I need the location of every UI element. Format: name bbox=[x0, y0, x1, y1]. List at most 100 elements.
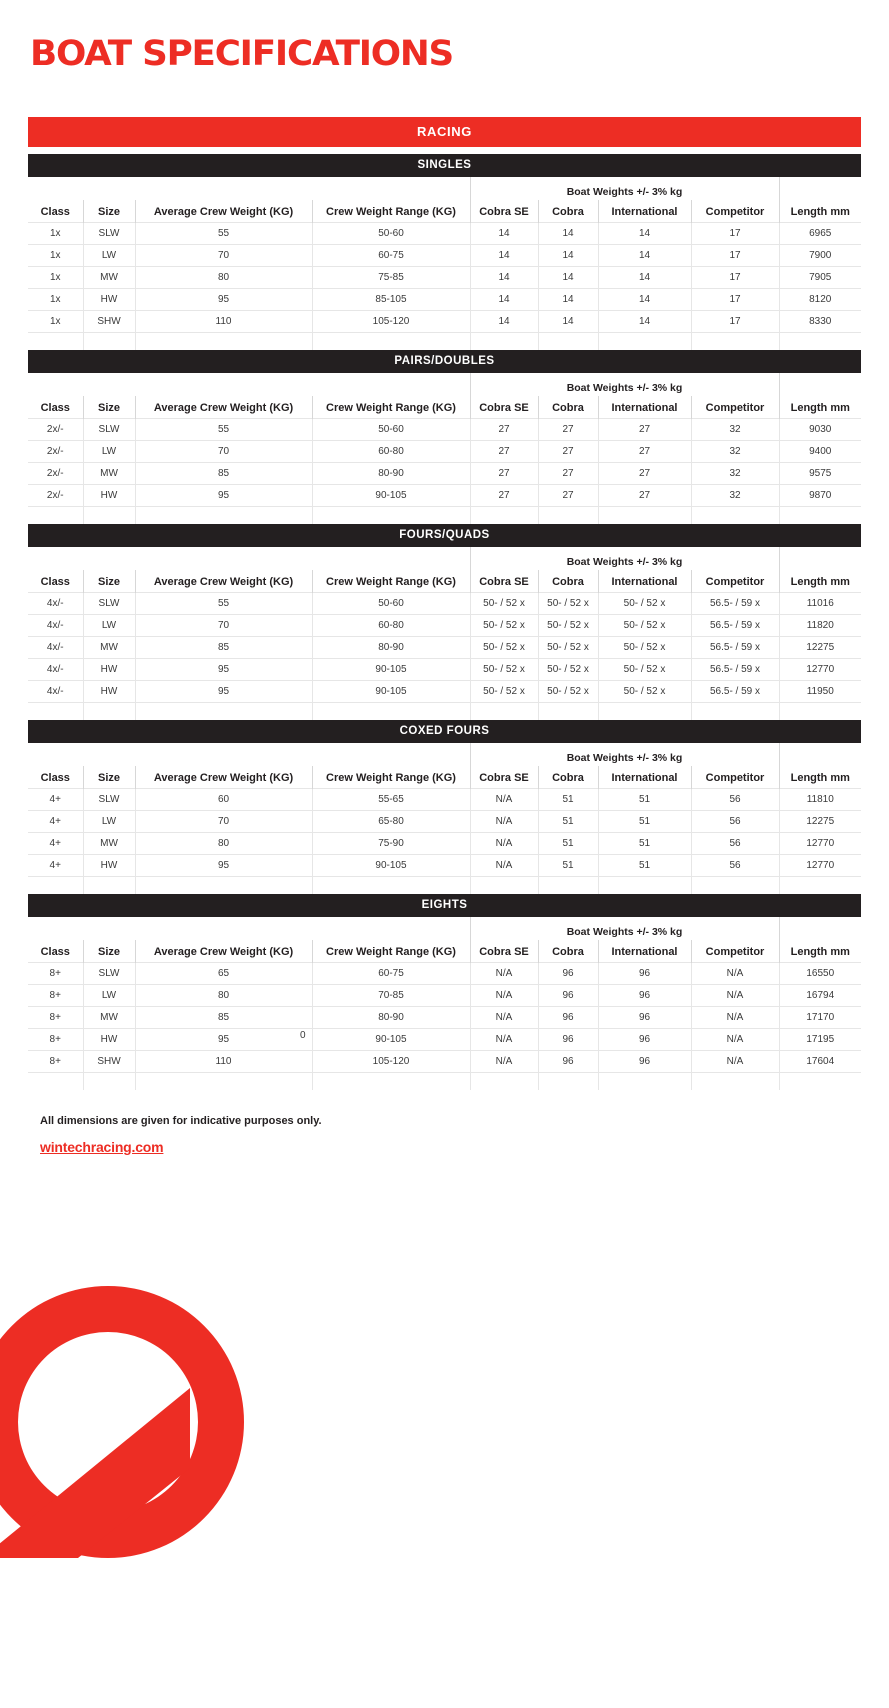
cell-length: 7900 bbox=[779, 243, 861, 266]
cell-range: 60-75 bbox=[312, 243, 471, 266]
cell-range: 105-120 bbox=[312, 309, 471, 332]
section-pairs-doubles: PAIRS/DOUBLES Boat Weights +/- 3% kg Class… bbox=[28, 350, 861, 524]
disclaimer-note: All dimensions are given for indicative … bbox=[40, 1115, 322, 1127]
table-row: 2x/- HW 95 90-105 27 27 27 32 9870 bbox=[28, 483, 861, 506]
cell-avg-weight: 95 bbox=[135, 287, 313, 310]
group-header-row: Boat Weights +/- 3% kg bbox=[28, 547, 861, 570]
cell-class: 4+ bbox=[28, 831, 84, 854]
cell-competitor: 32 bbox=[691, 461, 780, 484]
cell-competitor: 56 bbox=[691, 809, 780, 832]
cell-length: 11016 bbox=[779, 591, 861, 614]
cell-international: 27 bbox=[598, 417, 692, 440]
cell-avg-weight: 95 bbox=[135, 657, 313, 680]
cell-empty bbox=[312, 701, 471, 720]
cell-length: 17195 bbox=[779, 1027, 861, 1050]
cell-range: 85-105 bbox=[312, 287, 471, 310]
cell-range: 80-90 bbox=[312, 461, 471, 484]
cell-avg-weight: 70 bbox=[135, 809, 313, 832]
cell-international: 51 bbox=[598, 853, 692, 876]
boat-weights-group-label: Boat Weights +/- 3% kg bbox=[469, 743, 780, 766]
column-header-class: Class bbox=[28, 396, 84, 418]
cell-cobra: 51 bbox=[538, 831, 599, 854]
cell-cobra: 50- / 52 x bbox=[538, 679, 599, 702]
cell-empty bbox=[779, 701, 861, 720]
section-title: PAIRS/DOUBLES bbox=[28, 350, 861, 373]
table-row: 8+ LW 80 70-85 N/A 96 96 N/A 16794 bbox=[28, 983, 861, 1006]
spec-table: Boat Weights +/- 3% kg Class Size Average C… bbox=[28, 547, 861, 720]
cell-class: 4x/- bbox=[28, 679, 84, 702]
cell-size: SHW bbox=[83, 1049, 136, 1072]
group-spacer bbox=[28, 373, 470, 396]
column-header-row: Class Size Average Crew Weight (KG) Crew We… bbox=[28, 766, 861, 788]
cell-cobra: 27 bbox=[538, 483, 599, 506]
column-header-cobra-se: Cobra SE bbox=[470, 570, 539, 592]
cell-cobra: 96 bbox=[538, 1005, 599, 1028]
cell-cobra: 50- / 52 x bbox=[538, 613, 599, 636]
column-header-avg-weight: Average Crew Weight (KG) bbox=[135, 200, 313, 222]
section-title: FOURS/QUADS bbox=[28, 524, 861, 547]
cell-competitor: 32 bbox=[691, 417, 780, 440]
cell-international: 51 bbox=[598, 787, 692, 810]
cell-avg-weight: 85 bbox=[135, 461, 313, 484]
cell-international: 96 bbox=[598, 1049, 692, 1072]
cell-cobra: 14 bbox=[538, 221, 599, 244]
group-spacer bbox=[28, 547, 470, 570]
cell-avg-weight: 85 bbox=[135, 1005, 313, 1028]
cell-cobra: 51 bbox=[538, 787, 599, 810]
cell-cobra: 50- / 52 x bbox=[538, 591, 599, 614]
column-header-competitor: Competitor bbox=[691, 940, 780, 962]
cell-cobra-se: 50- / 52 x bbox=[470, 591, 539, 614]
cell-range: 50-60 bbox=[312, 417, 471, 440]
column-header-size: Size bbox=[83, 396, 136, 418]
cell-cobra-se: N/A bbox=[470, 1005, 539, 1028]
column-header-row: Class Size Average Crew Weight (KG) Crew We… bbox=[28, 570, 861, 592]
cell-empty bbox=[312, 505, 471, 524]
cell-cobra: 96 bbox=[538, 1049, 599, 1072]
group-spacer bbox=[28, 743, 470, 766]
cell-cobra-se: N/A bbox=[470, 1027, 539, 1050]
cell-empty bbox=[779, 331, 861, 350]
cell-competitor: 17 bbox=[691, 221, 780, 244]
column-header-range: Crew Weight Range (KG) bbox=[312, 570, 471, 592]
cell-empty bbox=[538, 505, 599, 524]
cell-class: 8+ bbox=[28, 961, 84, 984]
cell-length: 8330 bbox=[779, 309, 861, 332]
cell-class: 1x bbox=[28, 287, 84, 310]
cell-empty bbox=[135, 1071, 313, 1090]
column-header-range: Crew Weight Range (KG) bbox=[312, 396, 471, 418]
cell-size: HW bbox=[83, 657, 136, 680]
website-link[interactable]: wintechracing.com bbox=[40, 1139, 164, 1155]
column-header-size: Size bbox=[83, 766, 136, 788]
group-spacer-right bbox=[779, 177, 861, 200]
column-header-avg-weight: Average Crew Weight (KG) bbox=[135, 766, 313, 788]
cell-empty bbox=[83, 701, 136, 720]
cell-cobra: 51 bbox=[538, 853, 599, 876]
cell-empty bbox=[779, 505, 861, 524]
cell-length: 12770 bbox=[779, 853, 861, 876]
cell-length: 8120 bbox=[779, 287, 861, 310]
column-header-cobra-se: Cobra SE bbox=[470, 940, 539, 962]
cell-avg-weight: 70 bbox=[135, 439, 313, 462]
cell-cobra-se: 50- / 52 x bbox=[470, 613, 539, 636]
cell-cobra-se: N/A bbox=[470, 853, 539, 876]
cell-class: 8+ bbox=[28, 983, 84, 1006]
cell-avg-weight: 60 bbox=[135, 787, 313, 810]
cell-size: LW bbox=[83, 613, 136, 636]
column-header-avg-weight: Average Crew Weight (KG) bbox=[135, 940, 313, 962]
cell-competitor: N/A bbox=[691, 1049, 780, 1072]
cell-international: 50- / 52 x bbox=[598, 591, 692, 614]
cell-competitor: 56.5- / 59 x bbox=[691, 613, 780, 636]
column-header-cobra-se: Cobra SE bbox=[470, 200, 539, 222]
cell-range: 75-85 bbox=[312, 265, 471, 288]
cell-cobra: 96 bbox=[538, 1027, 599, 1050]
table-row: 4+ HW 95 90-105 N/A 51 51 56 12770 bbox=[28, 853, 861, 876]
cell-cobra: 27 bbox=[538, 439, 599, 462]
cell-range: 90-105 bbox=[312, 853, 471, 876]
cell-competitor: 32 bbox=[691, 439, 780, 462]
column-header-length: Length mm bbox=[790, 401, 850, 414]
cell-length: 9870 bbox=[779, 483, 861, 506]
cell-size: HW bbox=[83, 1027, 136, 1050]
cell-class: 8+ bbox=[28, 1005, 84, 1028]
cell-competitor: 32 bbox=[691, 483, 780, 506]
cell-empty bbox=[470, 875, 539, 894]
